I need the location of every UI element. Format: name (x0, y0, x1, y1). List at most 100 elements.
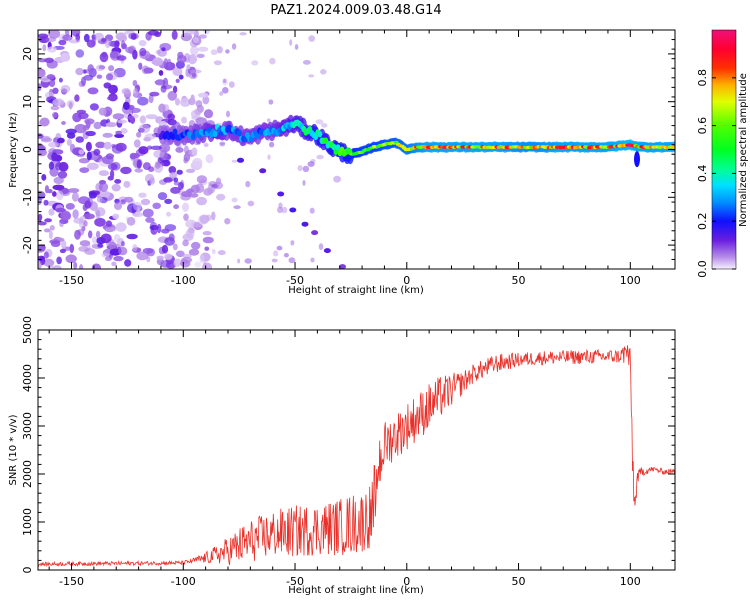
spectrogram-noise-blob (83, 74, 94, 81)
spectrogram-noise-blob (173, 181, 180, 186)
y-tick-label: 0 (21, 567, 34, 574)
spectrogram-noise-blob (108, 65, 115, 72)
spectrogram-noise-blob (231, 197, 238, 203)
snr-line (38, 345, 675, 568)
spectrogram-noise-blob (290, 240, 295, 246)
spectrogram-noise-blob (86, 151, 92, 161)
spectrogram-ylabel: Frequency (Hz) (8, 112, 19, 188)
spectrogram-noise-blob (38, 260, 42, 269)
spectrogram-signal-core (331, 143, 337, 151)
spectrogram-noise-blob (71, 192, 79, 202)
spectrogram-noise-blob (183, 153, 190, 159)
spectrogram-noise-blob (46, 74, 56, 80)
spectrogram-noise-blob (149, 177, 156, 185)
spectrogram-noise-blob (112, 213, 120, 219)
spectrogram-noise-blob (316, 154, 324, 160)
spectrogram-noise-blob (88, 230, 93, 239)
spectrogram-noise-blob (182, 202, 189, 212)
spectrogram-noise-blob (158, 246, 166, 255)
spectrogram-noise-blob (132, 244, 138, 252)
spectrogram-noise-blob (239, 32, 247, 36)
y-tick-label: -10 (21, 188, 34, 206)
spectrogram-noise-blob (195, 183, 205, 194)
spectrogram-noise-blob (71, 30, 81, 37)
spectrogram-noise-blob (132, 153, 140, 159)
spectrogram-noise-blob (101, 155, 114, 165)
spectrogram-noise-blob (74, 229, 81, 240)
spectrogram-signal-layer (157, 114, 675, 269)
spectrogram-noise-blob (115, 222, 127, 232)
spectrogram-noise-blob (178, 74, 184, 80)
spectrogram-noise-blob (176, 169, 183, 175)
spectrogram-noise-blob (199, 254, 205, 264)
spectrogram-noise-blob (276, 245, 283, 251)
spectrogram-noise-blob (97, 243, 104, 248)
spectrogram-noise-blob (38, 58, 47, 63)
spectrogram-noise-blob (69, 243, 74, 254)
spectrogram-noise-layer (38, 30, 341, 269)
y-tick-label: 10 (21, 95, 34, 109)
spectrogram-noise-blob (106, 95, 118, 101)
spectrogram-noise-blob (266, 118, 271, 123)
spectrogram-noise-blob (117, 119, 127, 124)
colorbar-label: Normalized spectral amplitude (738, 73, 749, 227)
spectrogram-noise-blob (60, 52, 71, 62)
spectrogram-noise-blob (66, 139, 72, 146)
spectrogram-noise-blob (68, 101, 73, 110)
spectrogram-noise-blob (191, 72, 196, 78)
spectrogram-noise-blob (50, 240, 61, 247)
spectrogram-noise-blob (226, 110, 230, 118)
spectrogram-noise-blob (185, 229, 195, 238)
spectrogram-noise-blob (225, 49, 230, 54)
spectrogram-noise-blob (145, 217, 155, 223)
spectrogram-noise-blob (219, 142, 226, 147)
spectrogram-noise-blob (190, 94, 195, 103)
spectrogram-noise-blob (51, 112, 58, 118)
spectrogram-noise-blob (164, 198, 173, 204)
snr-series (38, 345, 675, 568)
spectrogram-noise-blob (115, 32, 127, 41)
spectrogram-noise-blob (68, 39, 81, 44)
spectrogram-noise-blob (44, 218, 52, 223)
spectrogram-noise-blob (87, 87, 99, 95)
colorbar-tick-label: 0.8 (696, 69, 709, 87)
spectrogram-noise-blob (175, 250, 185, 258)
spectrogram-signal-core (255, 132, 260, 139)
spectrogram-noise-blob (196, 53, 205, 59)
y-tick-label: 0 (21, 146, 34, 153)
spectrogram-noise-blob (217, 250, 226, 256)
spectrogram-noise-blob (52, 98, 65, 106)
spectrogram-noise-blob (114, 133, 125, 138)
spectrogram-noise-blob (180, 259, 191, 268)
spectrogram-noise-blob (145, 114, 158, 120)
spectrogram-noise-blob (159, 150, 168, 161)
spectrogram-noise-blob (191, 241, 201, 250)
spectrogram-noise-blob (83, 220, 88, 227)
spectrogram-noise-blob (138, 39, 147, 47)
spectrogram-noise-blob (60, 211, 72, 221)
spectrogram-noise-blob (202, 231, 212, 236)
spectrogram-noise-blob (108, 84, 118, 94)
spectrogram-noise-blob (123, 180, 131, 188)
spectrogram-dip-feature (634, 151, 640, 168)
x-tick-label: -150 (59, 274, 84, 287)
spectrogram-noise-blob (182, 239, 189, 247)
spectrogram-noise-blob (113, 234, 121, 243)
spectrogram-noise-blob (142, 208, 154, 218)
spectrogram-noise-blob (228, 81, 235, 88)
spectrogram-noise-blob (78, 158, 90, 164)
spectrogram-noise-blob (61, 121, 66, 125)
spectrogram-noise-blob (136, 251, 149, 261)
spectrogram-noise-blob (277, 206, 283, 214)
x-tick-label: 0 (403, 274, 410, 287)
spectrogram-noise-blob (202, 262, 213, 269)
spectrogram-noise-blob (132, 201, 142, 211)
y-tick-label: 3000 (21, 412, 34, 440)
colorbar-axis: 0.0 0.2 0.4 0.6 0.8 (696, 29, 737, 278)
y-tick-label: 1000 (21, 508, 34, 536)
x-tick-label: -150 (59, 575, 84, 588)
spectrogram-noise-blob (65, 128, 77, 135)
spectrogram-noise-blob (44, 228, 51, 233)
spectrogram-noise-blob (185, 168, 196, 173)
spectrogram-noise-blob (302, 180, 306, 186)
